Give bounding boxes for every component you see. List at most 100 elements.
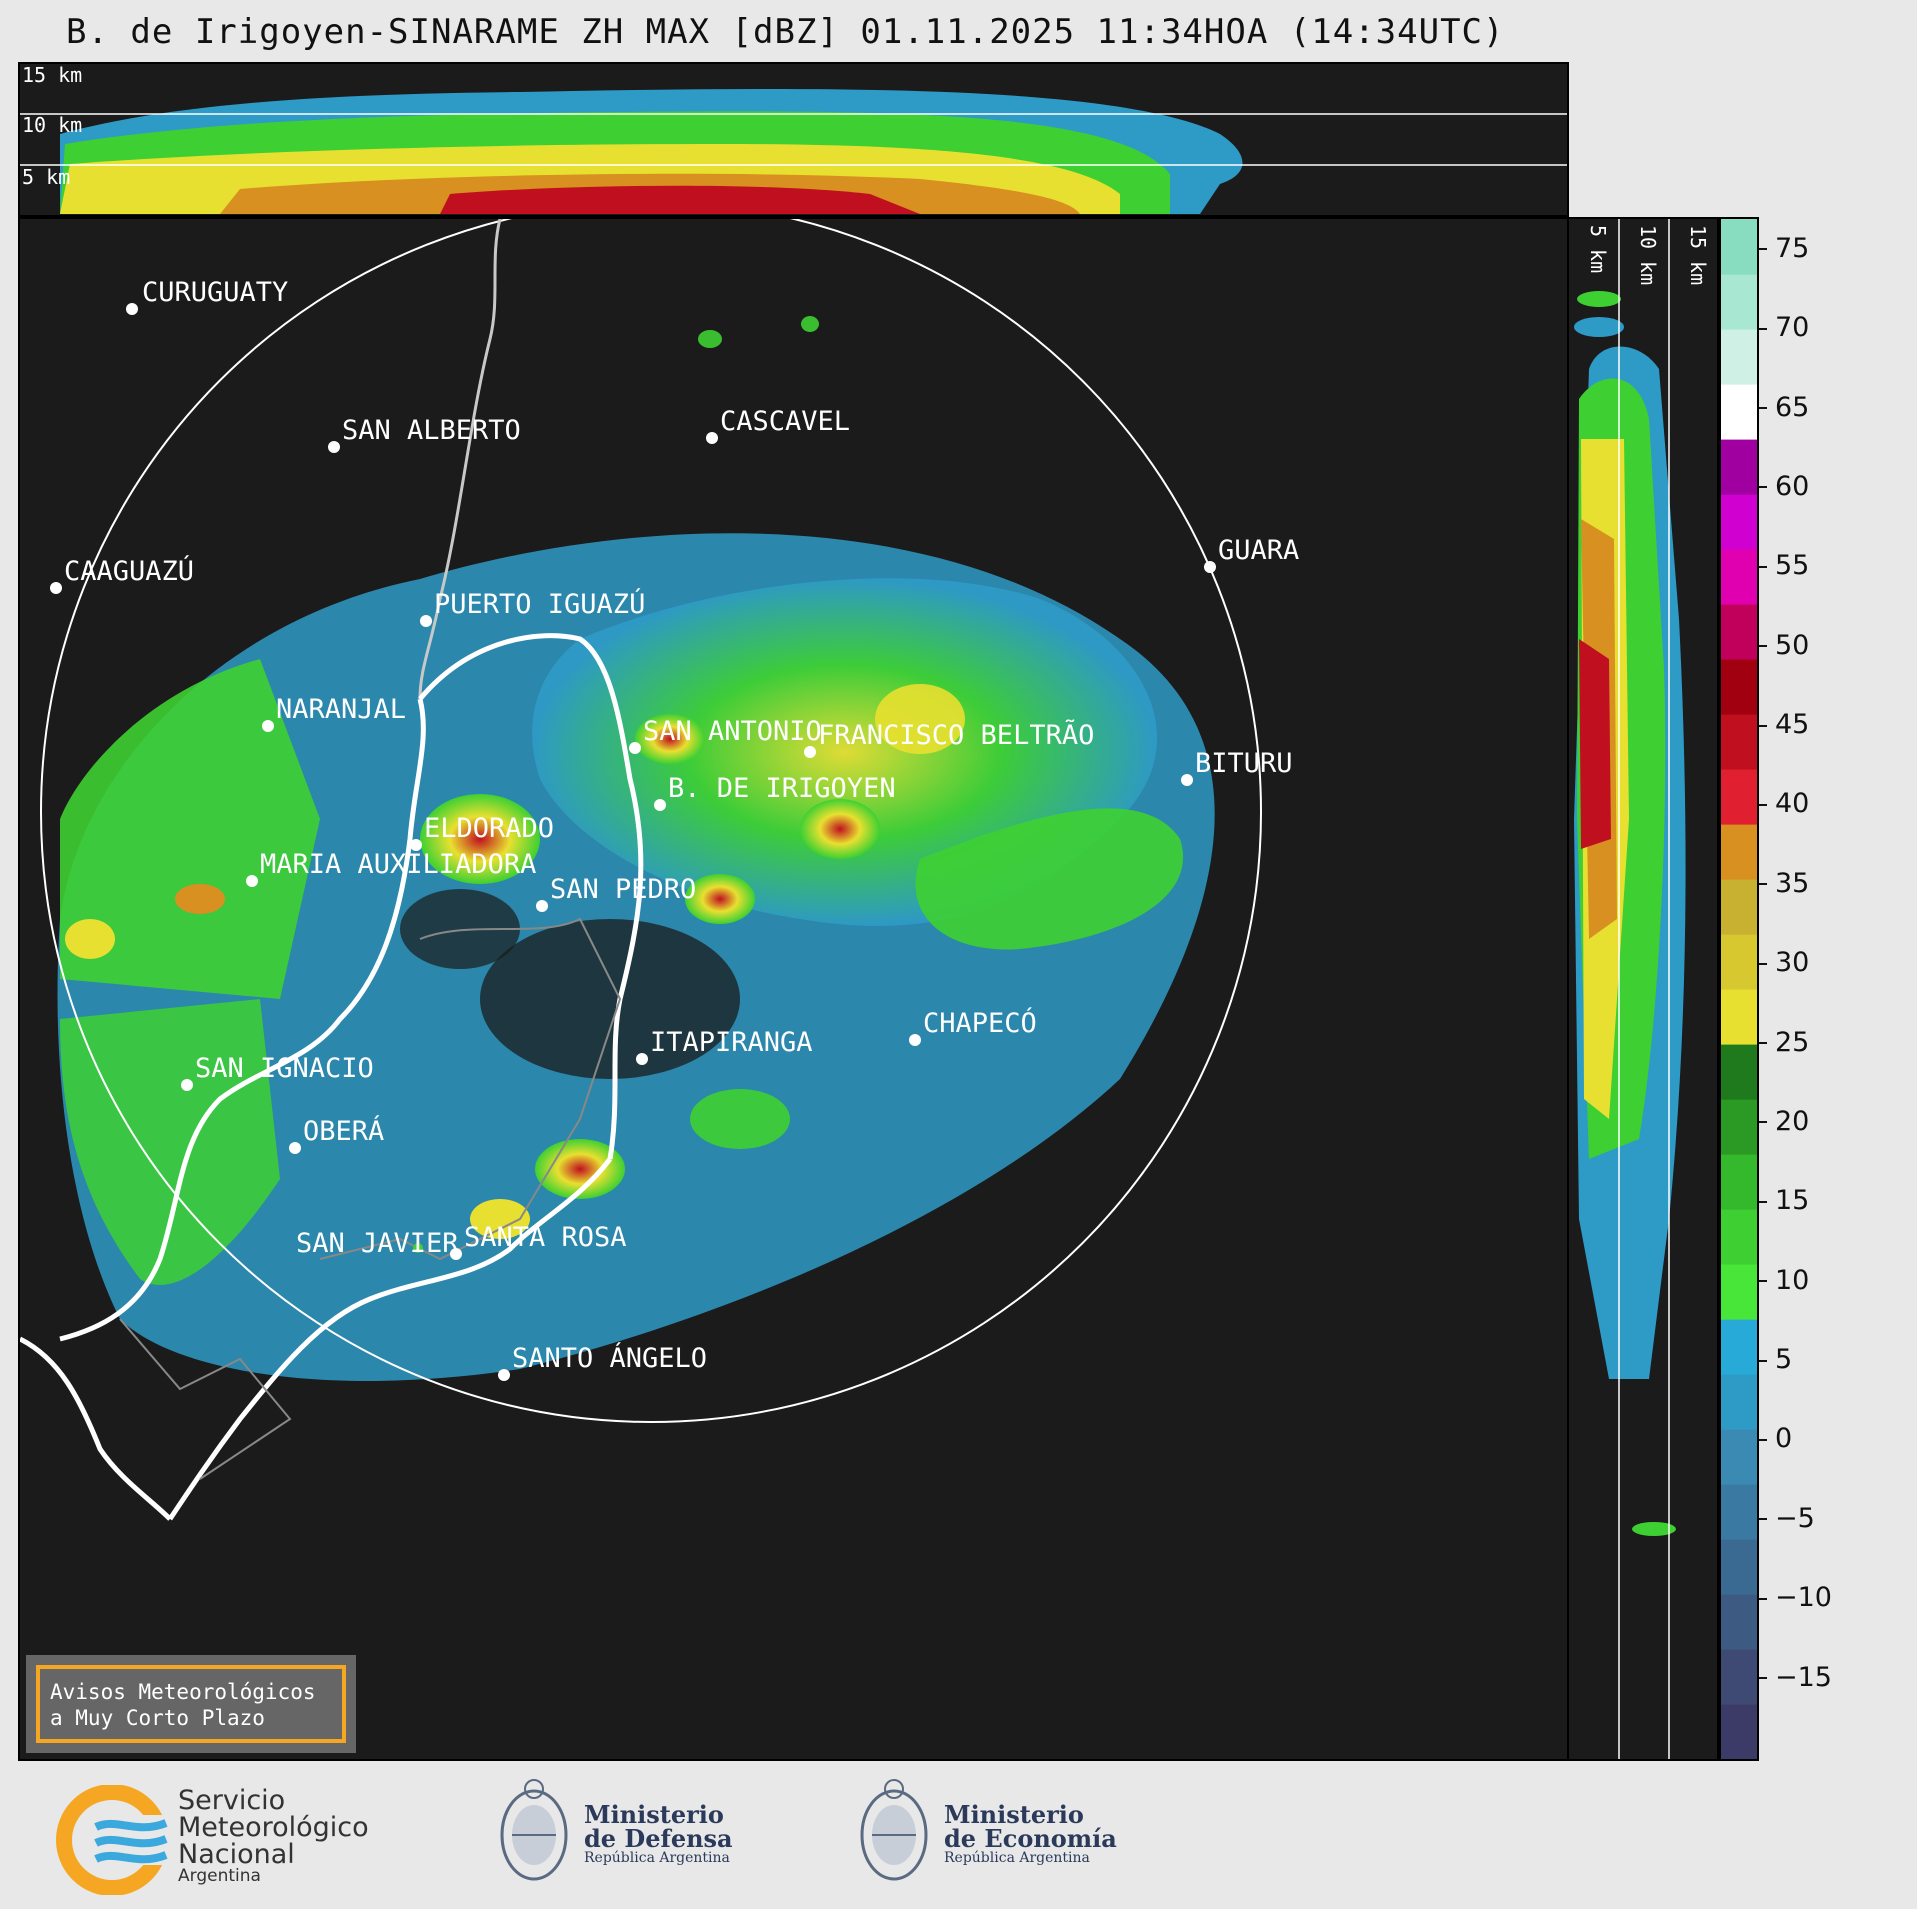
economia-logo-text: Ministerio de Economía República Argenti… — [944, 1800, 1117, 1866]
colorbar-swatch — [1721, 989, 1757, 1045]
radar-map: CURUGUATY SAN ALBERTO CASCAVEL CAAGUAZÚ … — [18, 217, 1569, 1761]
colorbar-swatch — [1721, 329, 1757, 385]
colorbar-tick-label: 50 — [1759, 630, 1809, 661]
colorbar-swatch — [1721, 934, 1757, 990]
colorbar-tick-label: 45 — [1759, 709, 1809, 740]
city-cascavel: CASCAVEL — [720, 406, 850, 437]
side-level-10km: 10 km — [1636, 225, 1660, 285]
city-eldorado: ELDORADO — [424, 813, 554, 844]
page-title: B. de Irigoyen-SINARAME ZH MAX [dBZ] 01.… — [66, 12, 1505, 52]
colorbar-swatch — [1721, 1704, 1757, 1759]
colorbar-tick-label: 70 — [1759, 312, 1809, 343]
colorbar-swatch — [1721, 1374, 1757, 1430]
paraguay-brazil-border — [418, 219, 502, 700]
range-ring — [40, 219, 1262, 1423]
parana-river — [59, 698, 426, 1342]
colorbar-swatch — [1721, 1319, 1757, 1375]
side-level-5km: 5 km — [1586, 225, 1610, 273]
city-santo-angelo: SANTO ÁNGELO — [512, 1342, 707, 1374]
colorbar-tick-label: 15 — [1759, 1185, 1809, 1216]
colorbar-tick-label: 5 — [1759, 1344, 1792, 1375]
colorbar-swatch — [1721, 274, 1757, 330]
side-echo-profile: 5 km 10 km 15 km — [1574, 219, 1710, 1759]
uruguay-river — [167, 1157, 612, 1521]
echo-area-west — [60, 659, 320, 999]
city-naranjal: NARANJAL — [276, 694, 406, 725]
city-chapeco: CHAPECÓ — [923, 1007, 1037, 1039]
city-san-javier: SAN JAVIER — [296, 1228, 459, 1259]
city-b-de-irigoyen: B. DE IRIGOYEN — [668, 773, 896, 804]
colorbar-swatch — [1721, 1044, 1757, 1100]
smn-logo-icon — [56, 1785, 176, 1895]
colorbar-tick-label: −15 — [1759, 1662, 1832, 1693]
colorbar-swatch — [1721, 1649, 1757, 1705]
city-santa-rosa: SANTA ROSA — [464, 1222, 627, 1253]
city-francisco-beltrao: FRANCISCO BELTRÃO — [818, 719, 1094, 751]
colorbar-swatch — [1721, 384, 1757, 440]
colorbar-swatch — [1721, 549, 1757, 605]
side-height-panel: 5 km 10 km 15 km — [1569, 217, 1719, 1761]
colorbar-tick-label: 25 — [1759, 1027, 1809, 1058]
colorbar-swatch — [1721, 219, 1757, 275]
top-level-5km: 5 km — [22, 165, 70, 189]
colorbar-tick-label: 65 — [1759, 392, 1809, 423]
defensa-logo-text: Ministerio de Defensa República Argentin… — [584, 1800, 733, 1866]
colorbar-swatch — [1721, 1484, 1757, 1540]
colorbar-swatch — [1721, 439, 1757, 495]
city-caaguazu: CAAGUAZÚ — [64, 555, 194, 587]
colorbar-tick-label: 75 — [1759, 233, 1809, 264]
colorbar-tick-label: 10 — [1759, 1265, 1809, 1296]
iguazu-river — [418, 633, 644, 1160]
colorbar-tick-label: 0 — [1759, 1423, 1792, 1454]
colorbar-tick-label: 60 — [1759, 471, 1809, 502]
top-height-panel: 15 km 10 km 5 km — [18, 62, 1569, 217]
colorbar-ticks: 75 70 65 60 55 50 45 40 35 30 25 20 15 10 5 0 −5 −10 −15 — [1759, 217, 1879, 1761]
colorbar-swatch — [1721, 1264, 1757, 1320]
footer: Servicio Meteorológico Nacional Argentin… — [0, 1763, 1917, 1909]
aviso-line-1: Avisos Meteorológicos — [50, 1680, 316, 1704]
storm-cell-iguazu — [420, 794, 540, 884]
colorbar-swatch — [1721, 1209, 1757, 1265]
colorbar-swatch — [1721, 1429, 1757, 1485]
echo-area-southwest — [60, 999, 280, 1285]
city-maria-auxiliadora: MARIA AUXILIADORA — [260, 849, 536, 880]
colorbar-swatch — [1721, 494, 1757, 550]
city-bituru: BITURU — [1195, 748, 1293, 779]
escudo-economia-icon — [860, 1779, 928, 1881]
colorbar-swatch — [1721, 1539, 1757, 1595]
city-puerto-iguazu: PUERTO IGUAZÚ — [434, 588, 645, 620]
department-borders — [319, 917, 622, 1261]
colorbar-tick-label: 55 — [1759, 550, 1809, 581]
dbz-colorbar — [1719, 217, 1759, 1761]
aviso-line-2: a Muy Corto Plazo — [50, 1706, 265, 1730]
city-curuguaty: CURUGUATY — [142, 277, 288, 308]
colorbar-tick-label: −5 — [1759, 1503, 1815, 1534]
colorbar-swatches — [1721, 219, 1757, 1759]
colorbar-swatch — [1721, 714, 1757, 770]
city-san-ignacio: SAN IGNACIO — [195, 1053, 374, 1084]
city-obera: OBERÁ — [303, 1115, 384, 1147]
colorbar-tick-label: −10 — [1759, 1582, 1832, 1613]
colorbar-tick-label: 20 — [1759, 1106, 1809, 1137]
city-san-alberto: SAN ALBERTO — [342, 415, 521, 446]
colorbar-swatch — [1721, 1099, 1757, 1155]
city-guara: GUARA — [1218, 535, 1299, 566]
colorbar-tick-label: 30 — [1759, 947, 1809, 978]
escudo-defensa-icon — [500, 1779, 568, 1881]
colorbar-swatch — [1721, 769, 1757, 825]
colorbar-swatch — [1721, 824, 1757, 880]
colorbar-swatch — [1721, 1594, 1757, 1650]
city-san-pedro: SAN PEDRO — [550, 874, 696, 905]
colorbar-swatch — [1721, 1154, 1757, 1210]
top-level-10km: 10 km — [22, 113, 82, 137]
side-level-15km: 15 km — [1686, 225, 1710, 285]
city-san-antonio: SAN ANTONIO — [643, 716, 822, 747]
colorbar-swatch — [1721, 604, 1757, 660]
colorbar-tick-label: 35 — [1759, 868, 1809, 899]
top-level-15km: 15 km — [22, 64, 82, 87]
city-itapiranga: ITAPIRANGA — [650, 1027, 813, 1058]
smn-logo-text: Servicio Meteorológico Nacional Argentin… — [178, 1785, 369, 1886]
top-echo-profile: 15 km 10 km 5 km — [20, 64, 1567, 214]
radar-map-canvas: CURUGUATY SAN ALBERTO CASCAVEL CAAGUAZÚ … — [20, 219, 1299, 1521]
colorbar-swatch — [1721, 879, 1757, 935]
